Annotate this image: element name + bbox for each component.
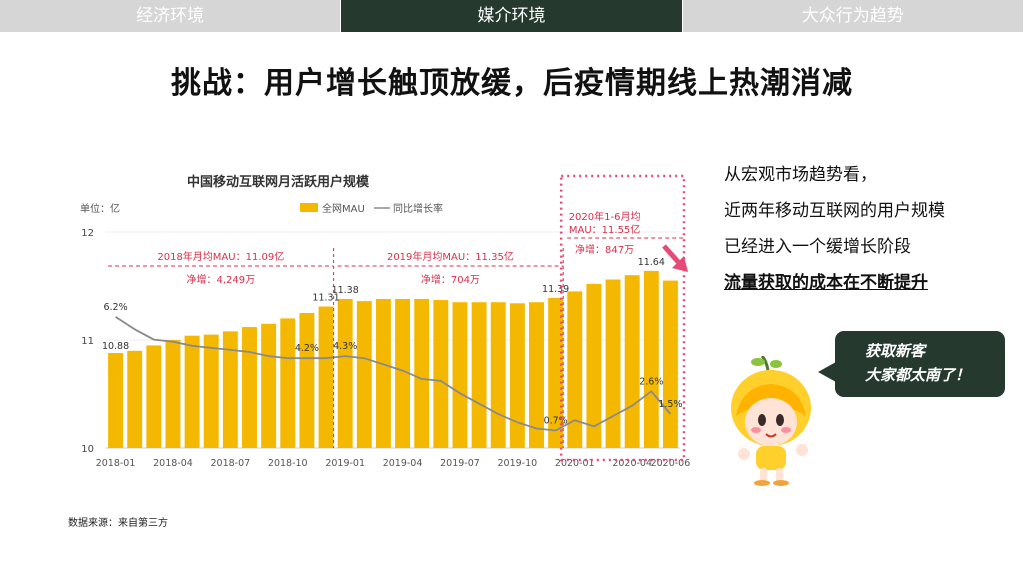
bar-mau-2020-03 — [605, 279, 621, 448]
annotation-line-1: 2018年月均MAU：11.09亿 — [157, 250, 284, 263]
bar-mau-2019-06 — [433, 300, 449, 448]
annotation-line-2: 净增：4,249万 — [186, 273, 255, 286]
mau-chart-card: 中国移动互联网月活跃用户规模单位：亿 全网MAU 同比增长率 10 11 12 2018-0… — [68, 160, 708, 490]
insight-line-3: 已经进入一个缓增长阶段 — [724, 237, 911, 257]
bar-mau-2020-01 — [567, 291, 583, 448]
bar-mau-2018-05 — [184, 335, 200, 448]
x-tick-label: 2019-07 — [440, 458, 480, 469]
data-source: 数据来源：来自第三方 — [68, 518, 168, 529]
bar-mau-2019-04 — [395, 298, 411, 448]
line-growth-rate — [115, 316, 672, 432]
insight-line-4: 流量获取的成本在不断提升 — [724, 273, 928, 293]
annotation-line-2: 净增：704万 — [421, 273, 480, 286]
chart-unit-label: 单位：亿 — [80, 202, 120, 215]
data-label-bar: 11.39 — [542, 284, 569, 295]
bar-mau-2020-06 — [662, 280, 678, 448]
y-tick-label: 12 — [81, 228, 94, 239]
bar-mau-2020-04 — [624, 275, 640, 448]
bar-mau-2019-11 — [529, 302, 544, 448]
bar-mau-2018-12 — [318, 306, 334, 448]
bar-mau-2018-08 — [242, 327, 257, 448]
bar-mau-2019-07 — [452, 302, 468, 448]
highlight-box-2020 — [559, 174, 686, 462]
x-tick-label: 2019-04 — [383, 458, 423, 469]
data-label-bar: 11.64 — [638, 257, 665, 268]
annotation-line-3: 净增：847万 — [575, 243, 634, 256]
legend-line-label: 同比增长率 — [393, 202, 443, 215]
highlight-arrow-shaft — [662, 244, 682, 266]
mascot-illustration — [731, 356, 811, 486]
top-tab-bar: 经济环境 媒介环境 大众行为趋势 — [0, 0, 1024, 32]
data-label-line: 4.2% — [295, 343, 319, 354]
bar-mau-2018-03 — [146, 345, 162, 448]
insight-line-1: 从宏观市场趋势看， — [724, 165, 877, 185]
speech-bubble-tail — [818, 362, 836, 382]
data-label-bar: 10.88 — [102, 341, 129, 352]
y-tick-label: 10 — [81, 444, 94, 455]
bar-mau-2019-01 — [337, 298, 353, 448]
tab-public-behavior-trends[interactable]: 大众行为趋势 — [682, 0, 1024, 32]
annotation-line-1: 2019年月均MAU：11.35亿 — [387, 250, 514, 263]
insight-text: 从宏观市场趋势看， 近两年移动互联网的用户规模 已经进入一个缓增长阶段 流量获取… — [724, 157, 945, 301]
bar-mau-2019-12 — [548, 297, 564, 448]
x-tick-label: 2018-01 — [96, 458, 136, 469]
data-label-line: 1.5% — [658, 399, 682, 410]
x-tick-label: 2018-04 — [153, 458, 193, 469]
x-tick-label: 2019-10 — [498, 458, 538, 469]
bar-mau-2019-03 — [375, 298, 391, 448]
data-label-bar: 11.31 — [312, 293, 339, 304]
data-label-line: 6.2% — [103, 302, 127, 313]
x-tick-label: 2018-10 — [268, 458, 308, 469]
data-label-line: 2.6% — [639, 376, 663, 387]
bar-mau-2019-10 — [509, 303, 525, 448]
bar-mau-2019-05 — [414, 298, 430, 448]
annotation-line-2: MAU：11.55亿 — [569, 223, 640, 236]
bar-mau-2020-05 — [643, 270, 659, 448]
page-title: 挑战：用户增长触顶放缓，后疫情期线上热潮消减 — [171, 66, 853, 101]
bar-mau-2020-02 — [586, 283, 602, 448]
bar-mau-2019-02 — [356, 301, 372, 448]
bar-mau-2019-09 — [490, 302, 506, 448]
bar-mau-2018-11 — [299, 313, 315, 448]
bar-mau-2019-08 — [471, 302, 487, 448]
bubble-line-2: 大家都太南了！ — [865, 366, 971, 384]
x-tick-label: 2018-07 — [211, 458, 251, 469]
data-label-line: 4.3% — [333, 341, 357, 352]
bar-mau-2018-02 — [127, 350, 143, 448]
tab-media-environment[interactable]: 媒介环境 — [341, 0, 683, 32]
tab-economic-environment[interactable]: 经济环境 — [0, 0, 342, 32]
bar-mau-2018-09 — [261, 323, 277, 448]
annotation-line-1: 2020年1-6月均 — [569, 210, 641, 223]
bar-mau-2018-01 — [108, 352, 124, 448]
bubble-line-1: 获取新客 — [865, 342, 926, 360]
x-tick-label: 2019-01 — [325, 458, 365, 469]
chart-title: 中国移动互联网月活跃用户规模 — [187, 174, 370, 190]
legend-bar-swatch — [300, 203, 318, 212]
insight-line-2: 近两年移动互联网的用户规模 — [724, 201, 945, 221]
x-tick-label: 2020-01 — [555, 458, 595, 469]
bar-mau-2018-10 — [280, 318, 296, 448]
data-label-bar: 11.38 — [332, 285, 359, 296]
speech-bubble: 获取新客 大家都太南了！ — [835, 331, 1005, 397]
bar-mau-2018-07 — [222, 331, 238, 448]
highlight-arrow-head — [672, 256, 688, 272]
bar-mau-2018-04 — [165, 340, 181, 448]
x-tick-label: 2020-06 — [651, 458, 691, 469]
bar-mau-2018-06 — [203, 334, 219, 448]
legend-bar-label: 全网MAU — [322, 202, 365, 215]
x-tick-label: 2020-04 — [612, 458, 652, 469]
data-label-line: 0.7% — [544, 416, 568, 427]
y-tick-label: 11 — [81, 336, 94, 347]
